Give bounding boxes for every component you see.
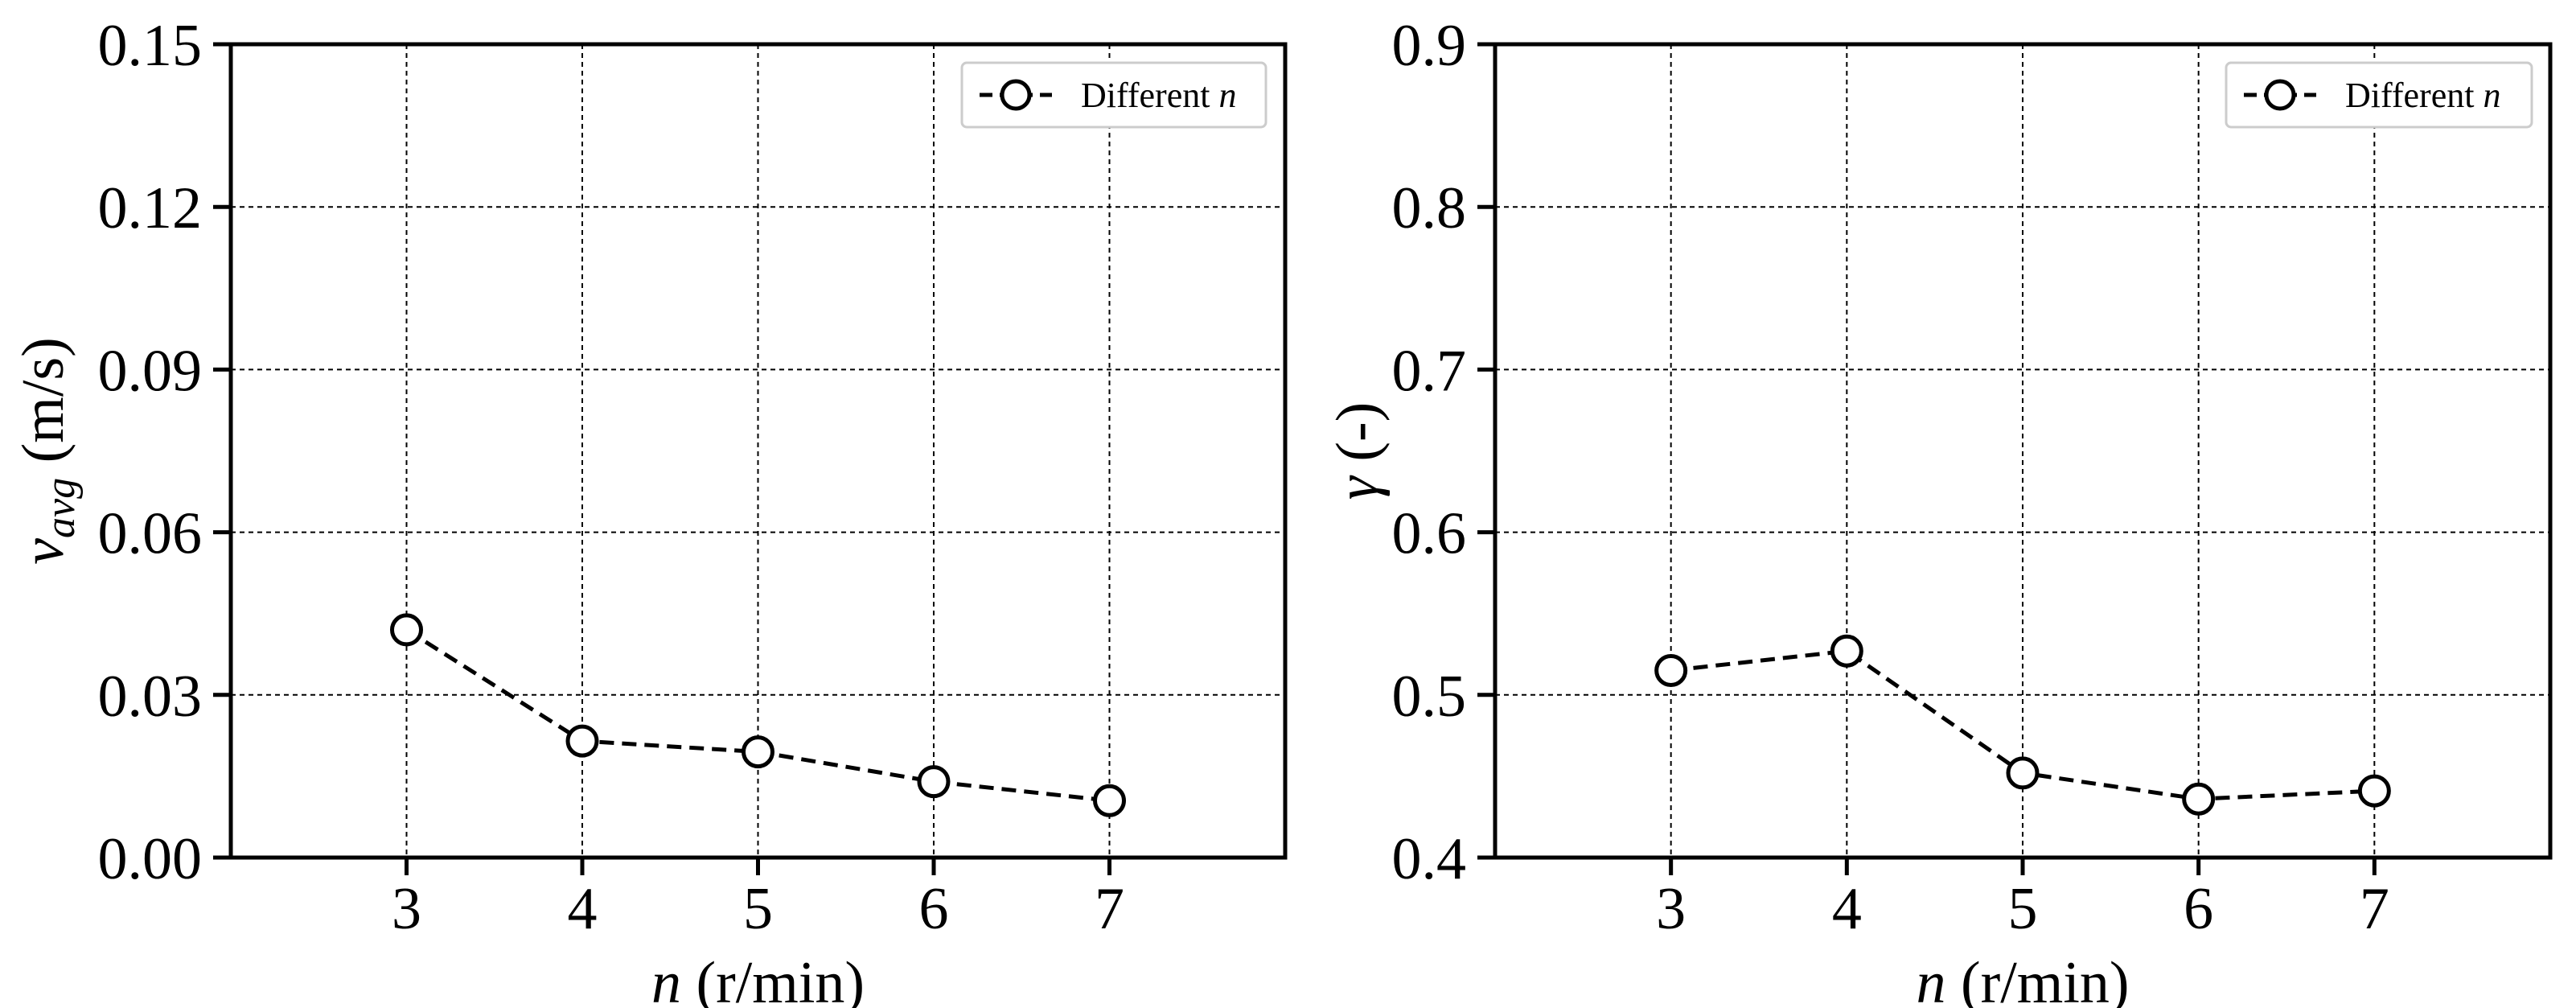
legend-label-symbol: n bbox=[1218, 76, 1236, 115]
y-tick-label: 0.12 bbox=[98, 175, 203, 241]
data-point bbox=[2006, 756, 2040, 790]
series-layer bbox=[1654, 634, 2391, 816]
legend-label-prefix: Different bbox=[2345, 76, 2483, 115]
legend-box bbox=[960, 61, 1267, 129]
data-point bbox=[390, 613, 423, 647]
ticks-layer: 0.4 0.5 0.6 0.7 0.8 0.9 3 4 5 6 7 bbox=[1392, 13, 2389, 942]
data-point bbox=[2182, 782, 2216, 816]
data-point bbox=[1093, 784, 1126, 817]
data-point bbox=[1830, 634, 1863, 668]
y-axis-label-unit: (-) bbox=[1325, 402, 1391, 476]
panel-velocity: 0.000.030.060.090.120.153 4 5 6 7 n (r/min) … bbox=[10, 13, 1288, 1008]
grid-lines bbox=[231, 44, 1285, 858]
x-axis-label: n (r/min) bbox=[1916, 950, 2129, 1008]
x-axis-label: n (r/min) bbox=[651, 950, 865, 1008]
legend: Different n bbox=[2225, 61, 2533, 129]
x-tick-label: 6 bbox=[919, 876, 949, 942]
legend-label-symbol: n bbox=[2483, 76, 2500, 115]
data-point bbox=[742, 735, 774, 769]
y-axis-label: γ (-) bbox=[1325, 402, 1391, 500]
x-axis-label-symbol: n bbox=[651, 950, 681, 1008]
x-axis-label-unit: (r/min) bbox=[681, 950, 865, 1008]
data-point bbox=[565, 724, 599, 758]
series-layer bbox=[390, 613, 1126, 817]
data-point bbox=[1654, 653, 1688, 687]
legend-label: Different n bbox=[2345, 76, 2500, 115]
y-tick-label: 0.7 bbox=[1392, 338, 1467, 404]
x-tick-label: 7 bbox=[2360, 876, 2389, 942]
panel-gamma: 0.40.50.60.70.80.93 4 5 6 7 n (r/min) γ (-) … bbox=[1325, 13, 2553, 1008]
x-tick-label: 5 bbox=[743, 876, 773, 942]
y-tick-label: 0.15 bbox=[98, 13, 203, 79]
x-tick-label: 4 bbox=[568, 876, 598, 942]
legend: Different n bbox=[960, 61, 1267, 129]
y-tick-label: 0.09 bbox=[98, 338, 203, 404]
y-tick-label: 0.6 bbox=[1392, 501, 1467, 567]
x-axis-label-unit: (r/min) bbox=[1945, 950, 2129, 1008]
grid-lines bbox=[1495, 44, 2550, 858]
legend-marker bbox=[2264, 79, 2296, 111]
legend-label-prefix: Different bbox=[1081, 76, 1218, 115]
y-axis-label-unit: (m/s) bbox=[10, 337, 76, 478]
y-axis-label-subscript: avg bbox=[38, 478, 84, 538]
y-tick-label: 0.8 bbox=[1392, 175, 1467, 241]
legend-box bbox=[2225, 61, 2533, 129]
y-tick-label: 0.00 bbox=[98, 826, 203, 892]
y-tick-label: 0.4 bbox=[1392, 826, 1467, 892]
ticks-layer: 0.00 0.03 0.06 0.09 0.12 0.15 3 4 5 6 7 bbox=[98, 13, 1125, 942]
data-point bbox=[917, 765, 951, 799]
x-tick-label: 3 bbox=[392, 876, 421, 942]
x-tick-label: 6 bbox=[2184, 876, 2213, 942]
x-tick-label: 7 bbox=[1095, 876, 1124, 942]
y-axis-label-symbol: γ bbox=[1325, 475, 1391, 500]
y-tick-label: 0.06 bbox=[98, 501, 203, 567]
y-tick-label: 0.5 bbox=[1392, 664, 1467, 730]
data-point bbox=[2357, 774, 2391, 808]
x-tick-label: 3 bbox=[1656, 876, 1686, 942]
y-axis-label: vavg (m/s) bbox=[10, 337, 84, 565]
x-axis-label-symbol: n bbox=[1916, 950, 1945, 1008]
x-tick-label: 4 bbox=[1832, 876, 1862, 942]
x-tick-label: 5 bbox=[2008, 876, 2038, 942]
legend-marker bbox=[1000, 79, 1032, 111]
y-tick-label: 0.9 bbox=[1392, 13, 1467, 79]
y-axis-label-symbol: v bbox=[10, 538, 76, 565]
y-tick-label: 0.03 bbox=[98, 664, 203, 730]
legend-label: Different n bbox=[1081, 76, 1236, 115]
